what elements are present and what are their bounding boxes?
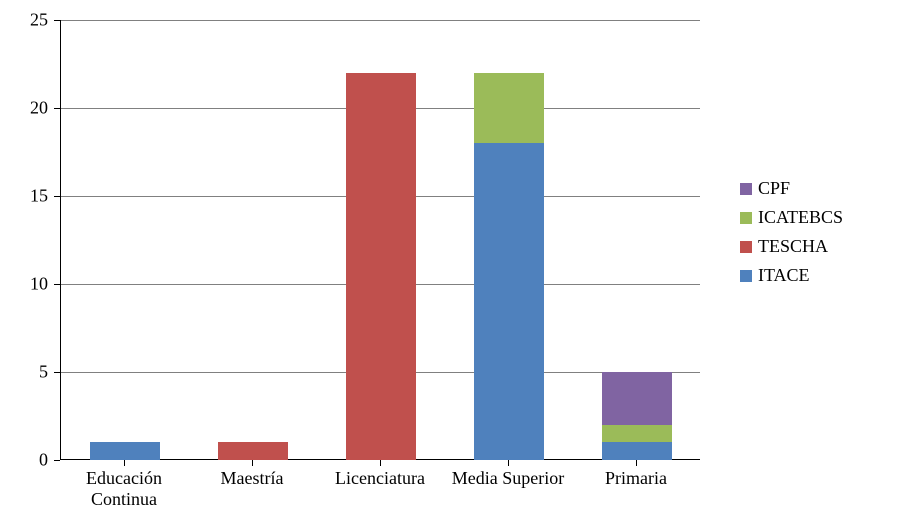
gridline xyxy=(61,20,700,21)
legend-item: CPF xyxy=(740,178,843,199)
y-tick-mark xyxy=(54,284,60,285)
y-tick-label: 25 xyxy=(0,10,48,31)
plot-area xyxy=(60,20,700,460)
legend-swatch xyxy=(740,212,752,224)
y-tick-mark xyxy=(54,196,60,197)
legend: CPF ICATEBCS TESCHA ITACE xyxy=(740,170,843,294)
bar-segment xyxy=(90,442,160,460)
y-tick-mark xyxy=(54,20,60,21)
bar-segment xyxy=(474,143,544,460)
legend-item: ICATEBCS xyxy=(740,207,843,228)
bar-segment xyxy=(474,73,544,143)
bar-segment xyxy=(602,425,672,443)
y-tick-label: 15 xyxy=(0,186,48,207)
x-tick-mark xyxy=(508,460,509,466)
legend-label: ICATEBCS xyxy=(758,207,843,228)
y-tick-label: 0 xyxy=(0,450,48,471)
x-tick-label: Media Superior xyxy=(452,468,564,489)
y-tick-mark xyxy=(54,460,60,461)
legend-swatch xyxy=(740,183,752,195)
legend-label: TESCHA xyxy=(758,236,828,257)
legend-label: ITACE xyxy=(758,265,810,286)
x-tick-label: EducaciónContinua xyxy=(86,468,162,509)
y-tick-label: 20 xyxy=(0,98,48,119)
x-tick-mark xyxy=(380,460,381,466)
x-tick-mark xyxy=(252,460,253,466)
legend-swatch xyxy=(740,241,752,253)
x-tick-label: Licenciatura xyxy=(335,468,425,489)
x-tick-label: Primaria xyxy=(605,468,667,489)
legend-swatch xyxy=(740,270,752,282)
y-tick-label: 5 xyxy=(0,362,48,383)
x-tick-mark xyxy=(124,460,125,466)
legend-item: TESCHA xyxy=(740,236,843,257)
y-tick-label: 10 xyxy=(0,274,48,295)
legend-label: CPF xyxy=(758,178,790,199)
bar-segment xyxy=(218,442,288,460)
x-tick-label: Maestría xyxy=(221,468,284,489)
bar-segment xyxy=(602,442,672,460)
bar-segment xyxy=(602,372,672,425)
chart-container: 0 5 10 15 20 25 EducaciónContinua Maestría Lice… xyxy=(0,0,900,525)
bar-segment xyxy=(346,73,416,460)
y-tick-mark xyxy=(54,108,60,109)
y-tick-mark xyxy=(54,372,60,373)
legend-item: ITACE xyxy=(740,265,843,286)
x-tick-mark xyxy=(636,460,637,466)
